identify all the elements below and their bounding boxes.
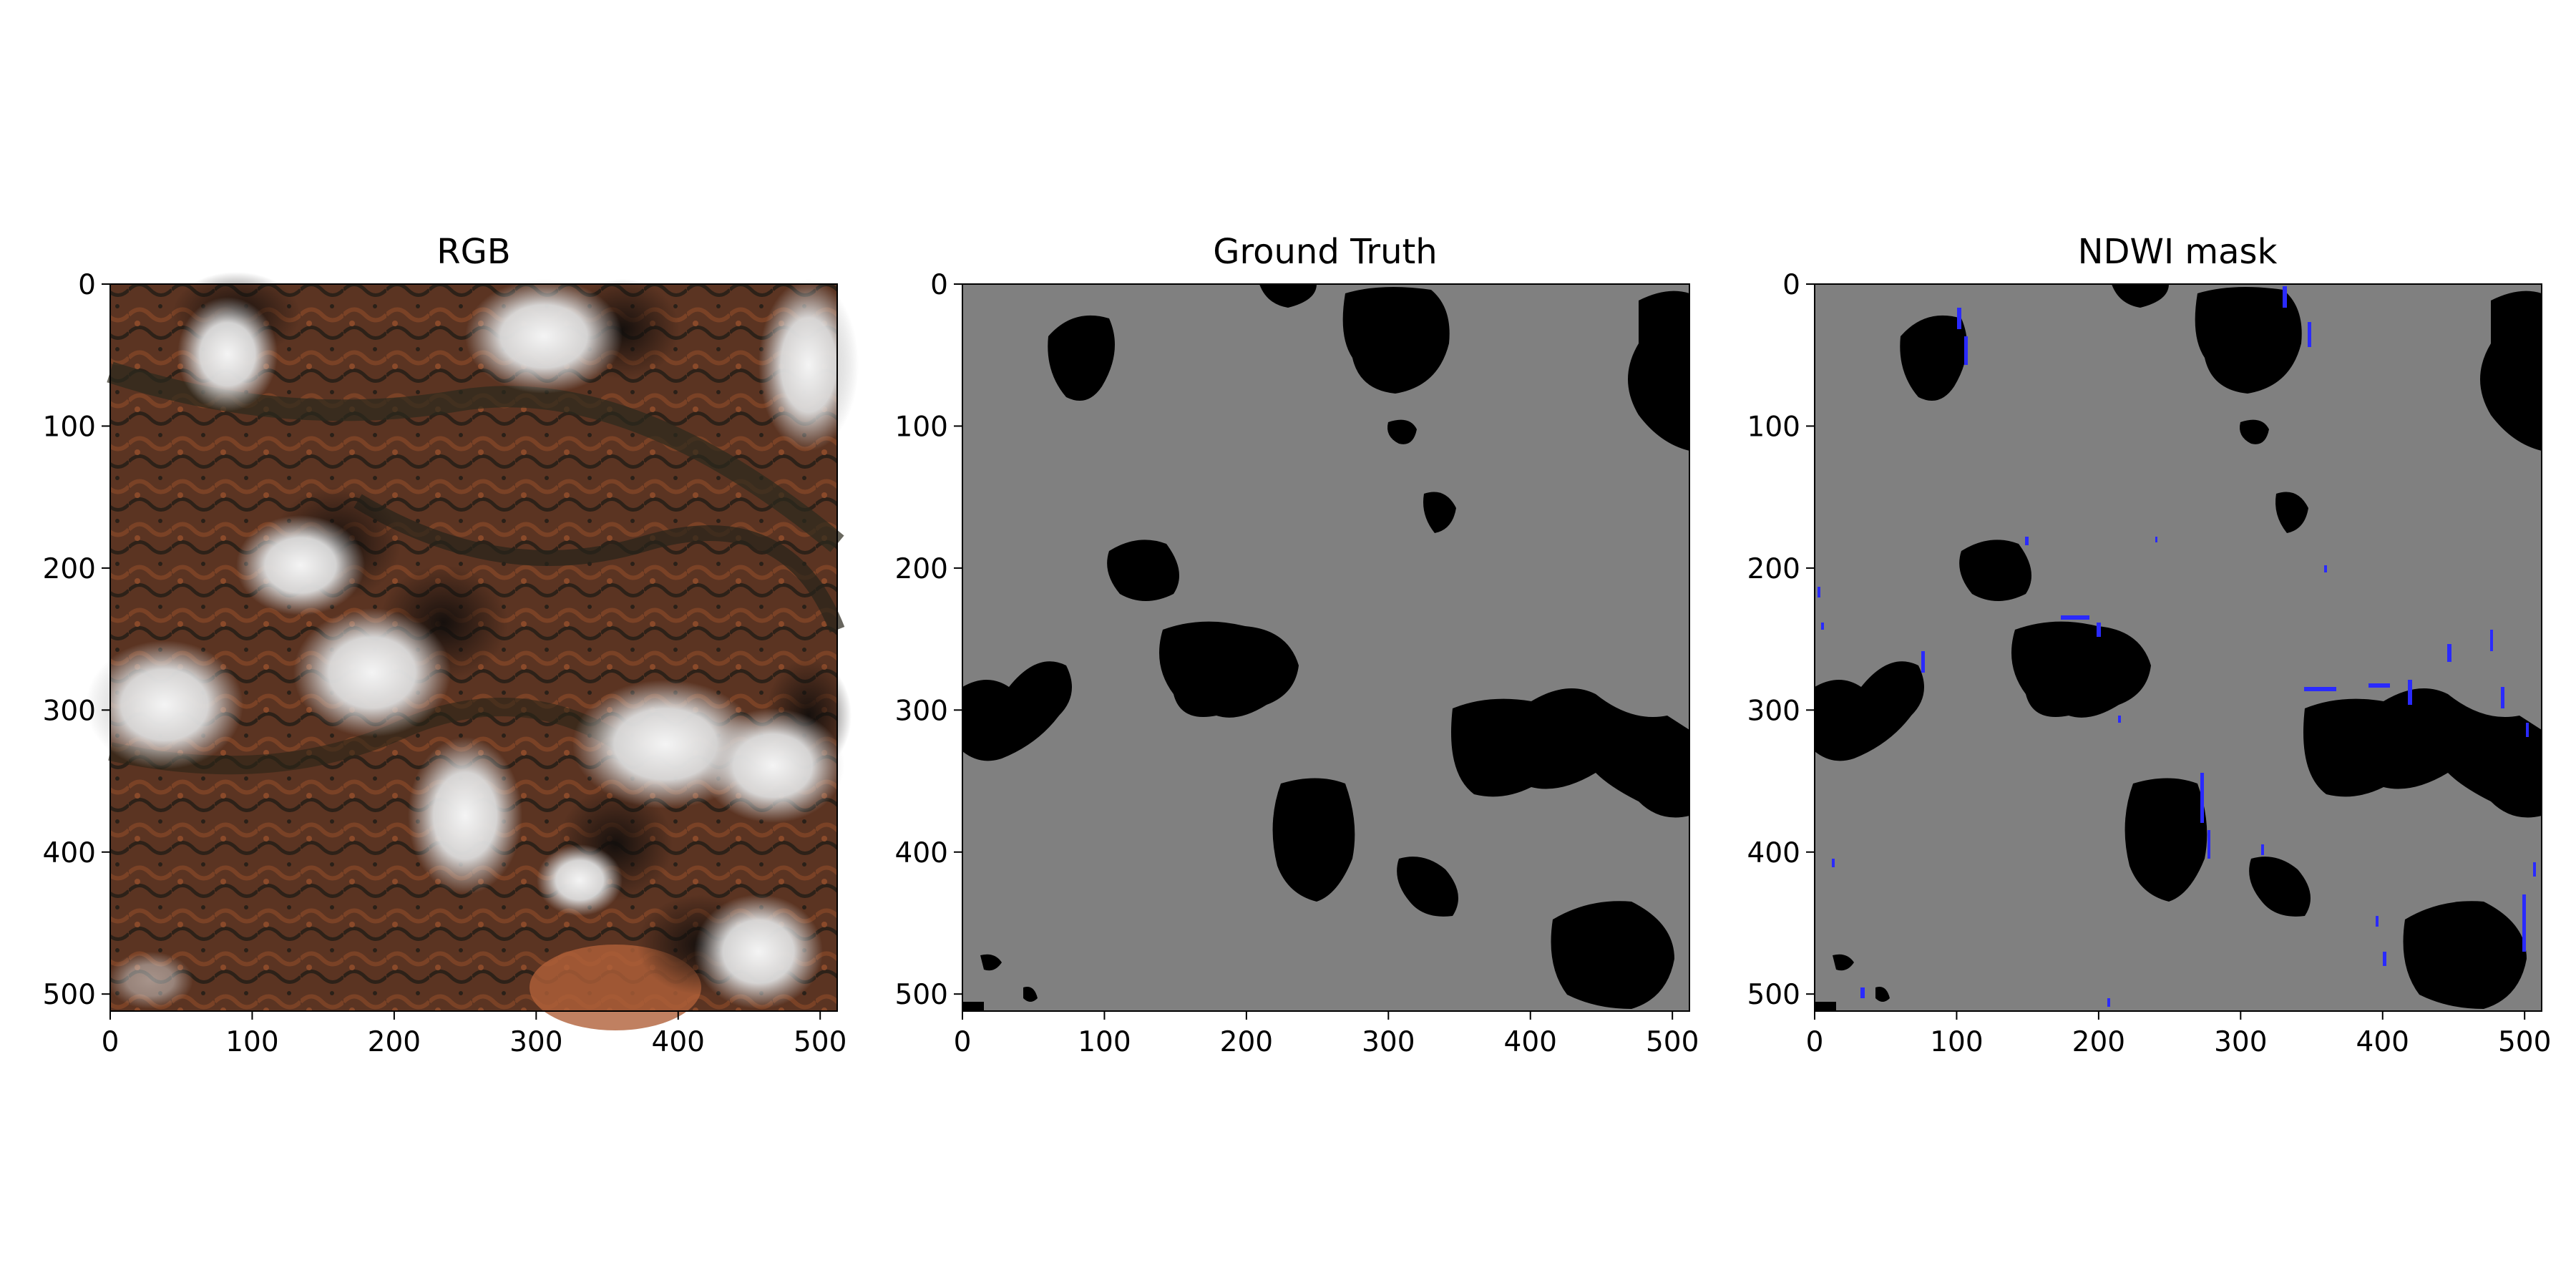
panel-ground-truth-frame — [962, 283, 1690, 1012]
panel-ndwi-mask: NDWI mask — [1747, 232, 2552, 1058]
panel-rgb-title: RGB — [436, 232, 510, 272]
y-tick-label: 400 — [43, 837, 96, 869]
panel-rgb-y-ticks: 0 100 200 300 400 500 — [43, 269, 110, 1011]
y-tick-label: 100 — [43, 411, 96, 443]
x-tick-label: 0 — [1806, 1026, 1824, 1058]
x-tick-label: 100 — [1078, 1026, 1131, 1058]
panel-ground-truth: Ground Truth — [895, 232, 1699, 1058]
panel-ndwi-mask-y-ticks: 0 100 200 300 400 500 — [1747, 269, 1815, 1011]
x-tick-label: 500 — [2498, 1026, 2551, 1058]
panel-ndwi-mask-x-ticks: 0 100 200 300 400 500 — [1806, 1011, 2551, 1058]
ground-truth-mask-blobs — [962, 284, 1689, 1011]
panel-rgb-frame — [109, 283, 838, 1012]
y-tick-label: 100 — [895, 411, 948, 443]
x-tick-label: 400 — [1504, 1026, 1557, 1058]
x-tick-label: 0 — [954, 1026, 972, 1058]
x-tick-label: 100 — [1930, 1026, 1983, 1058]
y-tick-label: 0 — [930, 269, 948, 301]
panel-ndwi-mask-title: NDWI mask — [2078, 232, 2278, 272]
x-tick-label: 200 — [368, 1026, 421, 1058]
panel-ndwi-mask-frame — [1814, 283, 2542, 1012]
x-tick-label: 300 — [1362, 1026, 1415, 1058]
y-tick-label: 200 — [43, 553, 96, 585]
panel-rgb: RGB — [43, 232, 859, 1058]
y-tick-label: 200 — [1747, 553, 1800, 585]
y-tick-label: 0 — [78, 269, 96, 301]
x-tick-label: 100 — [225, 1026, 278, 1058]
y-tick-label: 300 — [1747, 695, 1800, 727]
panel-ground-truth-y-ticks: 0 100 200 300 400 500 — [895, 269, 962, 1011]
x-tick-label: 400 — [2356, 1026, 2409, 1058]
panel-rgb-x-ticks: 0 100 200 300 400 500 — [102, 1011, 847, 1058]
ndwi-mask-blobs — [1815, 284, 2542, 1011]
y-tick-label: 100 — [1747, 411, 1800, 443]
rgb-image — [86, 272, 859, 1030]
y-tick-label: 200 — [895, 553, 948, 585]
ndwi-water-speckles — [1818, 286, 2536, 1007]
y-tick-label: 300 — [895, 695, 948, 727]
x-tick-label: 0 — [102, 1026, 119, 1058]
panel-ground-truth-x-ticks: 0 100 200 300 400 500 — [954, 1011, 1699, 1058]
x-tick-label: 300 — [509, 1026, 562, 1058]
x-tick-label: 500 — [794, 1026, 847, 1058]
y-tick-label: 500 — [43, 979, 96, 1011]
x-tick-label: 400 — [652, 1026, 705, 1058]
y-tick-label: 400 — [1747, 837, 1800, 869]
x-tick-label: 500 — [1646, 1026, 1699, 1058]
ground-truth-image — [962, 284, 1689, 1011]
y-tick-label: 500 — [895, 979, 948, 1011]
x-tick-label: 200 — [2072, 1026, 2125, 1058]
x-tick-label: 300 — [2214, 1026, 2267, 1058]
y-tick-label: 300 — [43, 695, 96, 727]
panel-ground-truth-title: Ground Truth — [1213, 232, 1437, 272]
y-tick-label: 500 — [1747, 979, 1800, 1011]
x-tick-label: 200 — [1220, 1026, 1273, 1058]
ndwi-mask-image — [1815, 284, 2542, 1011]
y-tick-label: 0 — [1782, 269, 1800, 301]
y-tick-label: 400 — [895, 837, 948, 869]
